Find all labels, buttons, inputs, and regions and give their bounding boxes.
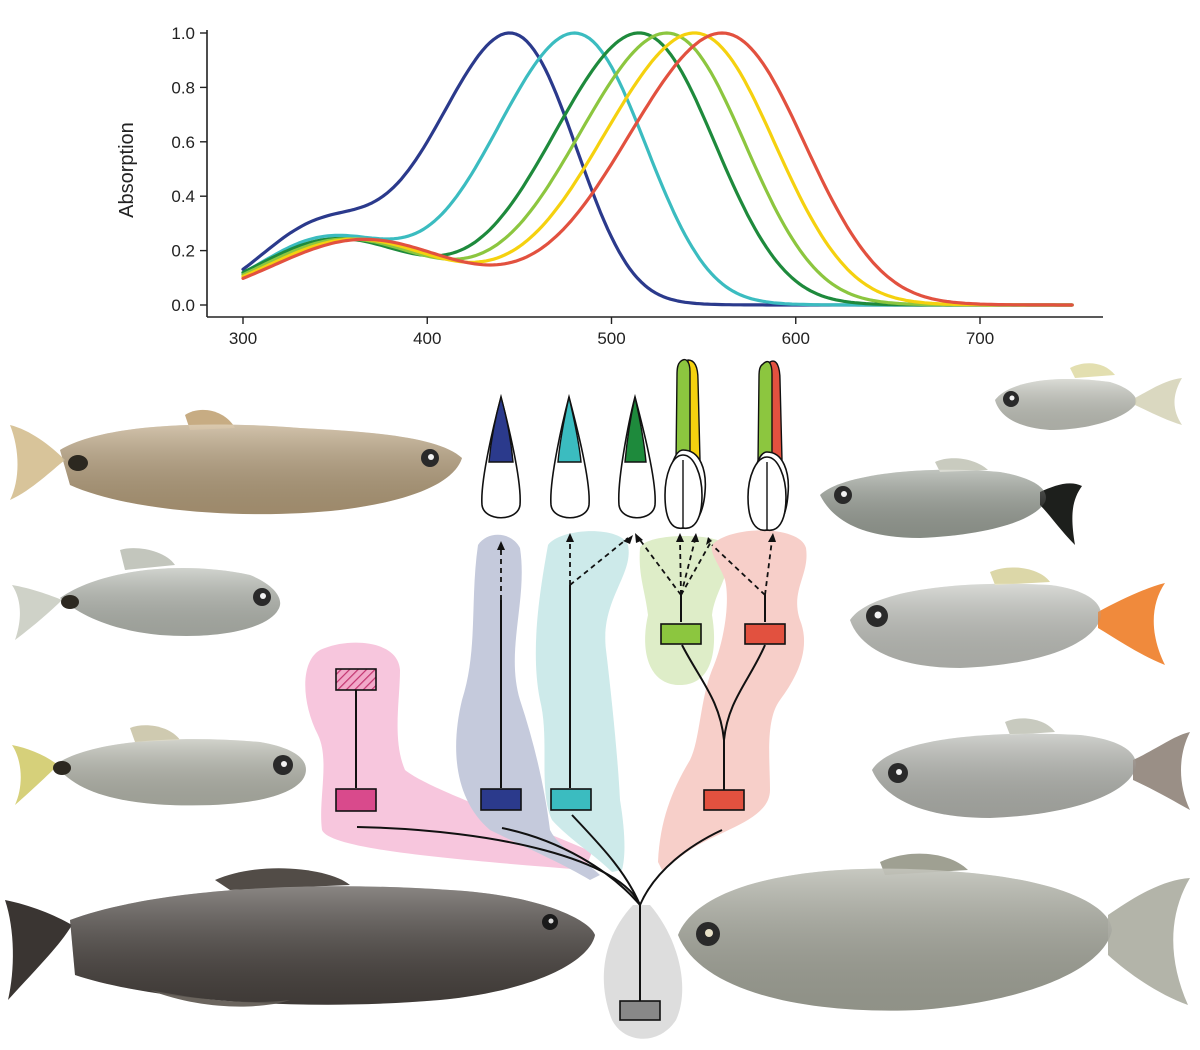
gene-box-sws2-pink — [335, 788, 377, 812]
single-cone-cyan — [550, 393, 590, 519]
gene-box-sws2-hatched — [335, 668, 377, 691]
arrow-red-to-red-double — [764, 539, 773, 596]
single-cone-blue — [481, 393, 521, 519]
double-cone-green-yellow — [664, 358, 707, 529]
cone-outer-segment-blue — [488, 394, 514, 463]
gene-box-cyan — [550, 788, 592, 811]
shade-lws-green — [639, 536, 729, 685]
fish-large-characin — [678, 853, 1190, 1011]
fish-tetra-left — [12, 725, 306, 806]
arrowhead-1 — [497, 541, 505, 550]
photoreceptors — [481, 358, 790, 531]
absorption-curves — [241, 31, 1074, 307]
absorption-chart: 0.0 0.2 0.4 0.6 0.8 1.0 300 400 500 600 700 Absor… — [116, 24, 1103, 348]
expression-arrows — [497, 533, 776, 600]
opsin-gene-boxes — [335, 623, 786, 1021]
y-tick-label: 0.2 — [171, 242, 195, 261]
absorption-curve-545 — [241, 31, 1074, 307]
arrowhead-2 — [566, 533, 574, 542]
double-cone-lime-segment — [757, 360, 773, 463]
fish-redtail-tetra — [850, 567, 1165, 668]
x-tick-label: 700 — [966, 329, 994, 348]
absorption-curve-560 — [241, 31, 1074, 307]
gene-box-lime — [660, 623, 702, 645]
fish-silver-characin — [872, 718, 1190, 818]
fish-blackwing-tetra — [820, 458, 1082, 545]
shade-rh2-cyan — [535, 531, 629, 872]
y-tick-label: 0.8 — [171, 78, 195, 97]
x-tick-label: 300 — [229, 329, 257, 348]
y-tick-label: 0.4 — [171, 187, 195, 206]
y-axis-title: Absorption — [116, 122, 138, 218]
cone-outer-segment-green — [624, 396, 647, 463]
x-ticks: 300 400 500 600 700 — [229, 317, 994, 348]
fish-small-tetra — [995, 363, 1182, 430]
absorption-curve-530 — [241, 31, 1074, 307]
cone-outer-segment-cyan — [557, 396, 582, 463]
arrow-lime-to-double-left — [679, 539, 682, 596]
shade-sws2 — [305, 642, 592, 870]
arrowhead-3 — [623, 535, 633, 544]
absorption-curve-445 — [241, 31, 1074, 307]
x-tick-label: 600 — [782, 329, 810, 348]
shade-lws-red — [658, 530, 807, 870]
y-tick-label: 0.6 — [171, 133, 195, 152]
y-tick-label: 0.0 — [171, 296, 195, 315]
arrow-cyan-to-green-cone — [569, 537, 629, 586]
absorption-curve-480 — [241, 31, 1074, 307]
gene-box-ancestor — [619, 1000, 661, 1021]
fish-silver-hatchet — [12, 548, 281, 640]
y-ticks: 0.0 0.2 0.4 0.6 0.8 1.0 — [171, 24, 207, 315]
branch-to-blue — [501, 827, 641, 906]
arrow-lime-to-green-cone — [639, 539, 682, 596]
single-cone-green — [617, 393, 656, 519]
branch-lws-split-right — [723, 644, 766, 741]
arrowhead-6 — [691, 533, 699, 542]
branch-to-cyan — [571, 814, 641, 906]
gene-box-red-upper — [744, 623, 786, 645]
arrowhead-4 — [635, 533, 643, 543]
phylogeny-branches — [355, 585, 766, 1005]
arrowhead-8 — [706, 537, 712, 545]
double-cone-green-segment — [675, 358, 691, 463]
fish-pencilfish — [10, 409, 462, 515]
x-tick-label: 400 — [413, 329, 441, 348]
lineage-shading — [305, 530, 807, 1039]
x-tick-label: 500 — [597, 329, 625, 348]
gene-box-red-lower — [703, 789, 745, 811]
arrowhead-5 — [676, 533, 684, 542]
arrow-lime-to-red-double — [680, 539, 713, 596]
fish-trahira — [5, 868, 595, 1007]
fish-illustrations — [5, 363, 1190, 1011]
branch-to-sws2 — [356, 826, 641, 906]
arrow-lime-to-double-right — [680, 539, 696, 596]
gene-box-blue — [480, 788, 522, 811]
double-cone-green-red — [747, 360, 790, 531]
y-tick-label: 1.0 — [171, 24, 195, 43]
branch-lws-split-left — [681, 644, 725, 741]
arrowhead-7 — [768, 533, 776, 542]
branch-to-red — [639, 829, 723, 906]
arrow-red-to-double-left — [711, 544, 766, 596]
absorption-curve-515 — [241, 31, 1074, 307]
